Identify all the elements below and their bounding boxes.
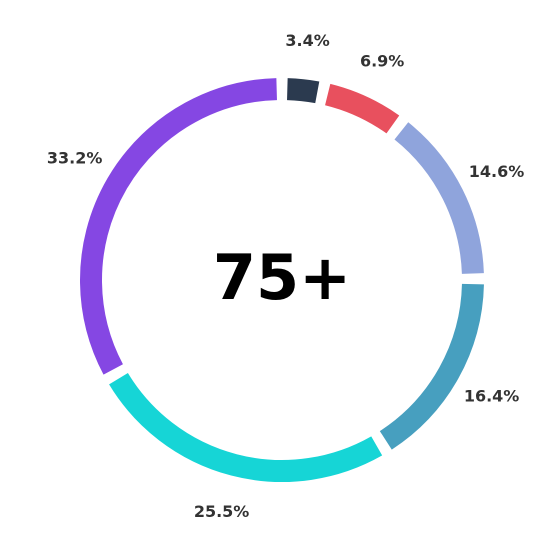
value-label: 33.2% xyxy=(47,149,103,168)
donut-segment xyxy=(80,78,277,375)
donut-segment xyxy=(379,283,484,450)
value-label: 3.4% xyxy=(285,31,329,50)
value-label: 14.6% xyxy=(469,162,525,181)
donut-segment xyxy=(286,78,320,104)
center-text: 75+ xyxy=(213,241,351,314)
donut-segment xyxy=(109,372,383,482)
value-label: 16.4% xyxy=(464,386,520,405)
donut-segment xyxy=(324,83,400,134)
value-label: 6.9% xyxy=(360,51,404,70)
value-label: 25.5% xyxy=(194,502,250,521)
donut-segment xyxy=(394,122,484,274)
